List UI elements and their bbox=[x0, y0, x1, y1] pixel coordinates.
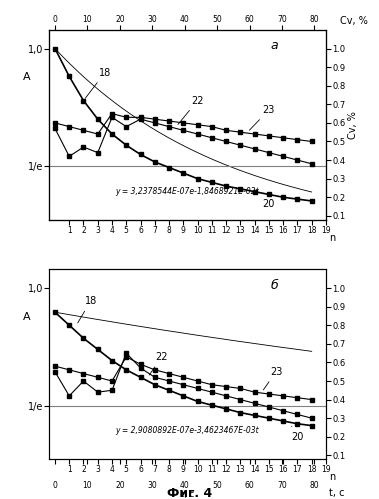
Text: Фиг. 4: Фиг. 4 bbox=[167, 487, 212, 499]
Text: n: n bbox=[329, 473, 335, 483]
Text: 20: 20 bbox=[291, 426, 304, 442]
Y-axis label: A: A bbox=[23, 72, 31, 82]
Text: Cv, %: Cv, % bbox=[340, 16, 368, 26]
Text: 23: 23 bbox=[249, 105, 275, 130]
Text: t, c: t, c bbox=[329, 488, 344, 498]
Y-axis label: A: A bbox=[23, 312, 31, 322]
Text: 20: 20 bbox=[263, 193, 275, 209]
Text: 18: 18 bbox=[78, 296, 97, 323]
Text: y = 3,2378544E-07e-1,8468921E-02t: y = 3,2378544E-07e-1,8468921E-02t bbox=[116, 187, 259, 196]
Text: 22: 22 bbox=[149, 352, 168, 375]
Text: 23: 23 bbox=[263, 367, 282, 390]
Text: n: n bbox=[329, 233, 335, 243]
Text: a: a bbox=[271, 39, 278, 52]
X-axis label: t, c: t, c bbox=[181, 490, 194, 499]
Text: y = 2,9080892E-07e-3,4623467E-03t: y = 2,9080892E-07e-3,4623467E-03t bbox=[116, 426, 259, 435]
Text: б: б bbox=[271, 279, 278, 292]
Y-axis label: Cv, %: Cv, % bbox=[348, 111, 358, 139]
Text: 22: 22 bbox=[178, 96, 204, 124]
Text: 18: 18 bbox=[85, 68, 111, 98]
